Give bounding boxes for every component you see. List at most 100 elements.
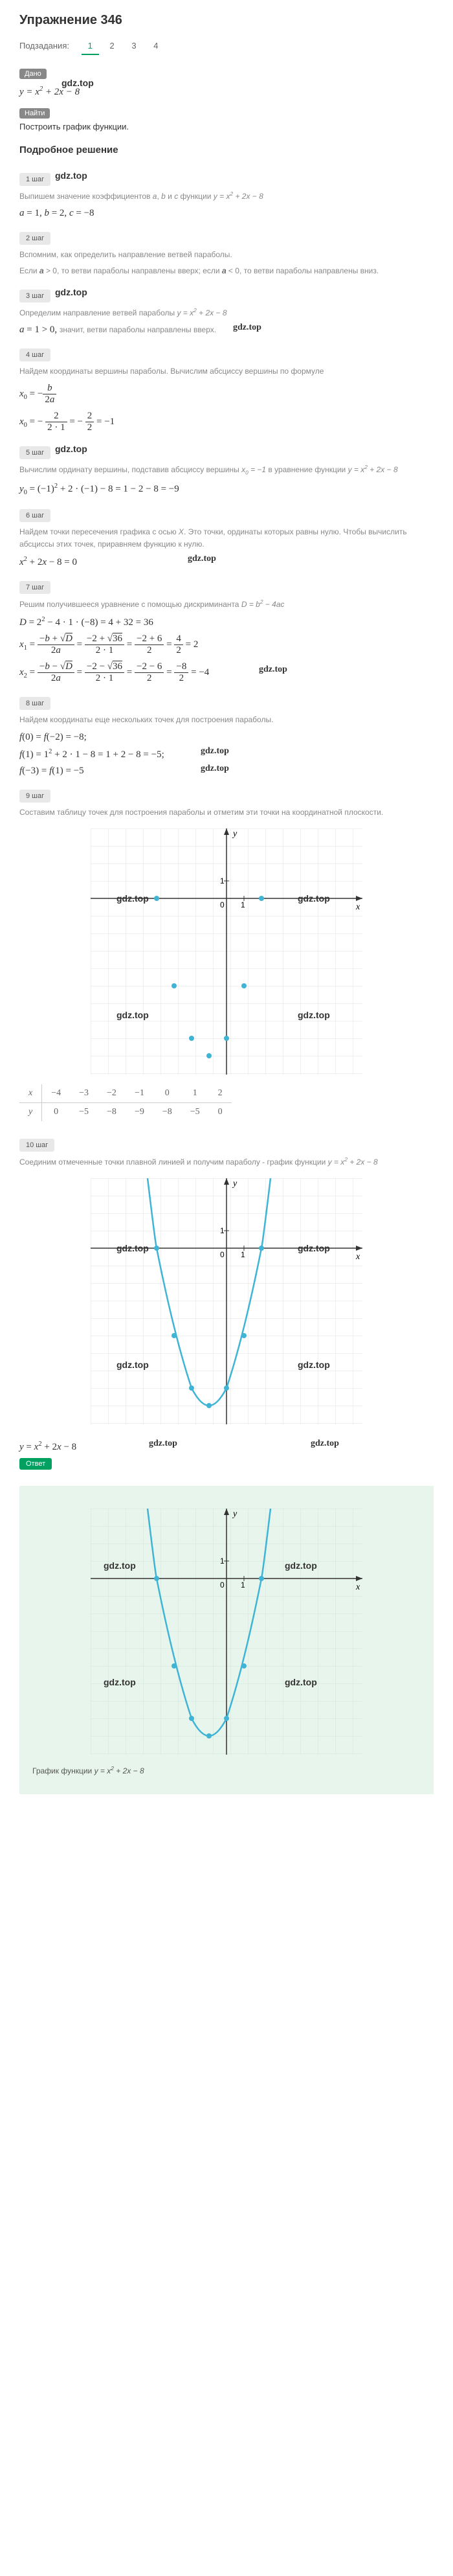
svg-text:x: x <box>355 1252 360 1262</box>
answer-badge: Ответ <box>19 1458 52 1470</box>
watermark: gdz.top <box>149 1439 177 1449</box>
svg-text:1: 1 <box>220 1556 225 1566</box>
table-cell: −1 <box>126 1084 153 1103</box>
table-cell: −2 <box>98 1084 126 1103</box>
table-cell: 2 <box>209 1084 232 1103</box>
step-7-badge: 7 шаг <box>19 581 50 594</box>
step-4-badge: 4 шаг <box>19 348 50 361</box>
svg-text:y: y <box>232 829 238 839</box>
watermark: gdz.top <box>298 1360 330 1370</box>
svg-text:1: 1 <box>220 1226 225 1235</box>
watermark: gdz.top <box>104 1560 136 1571</box>
step-8-m3: f(−3) = f(1) = −5 gdz.top <box>19 766 434 777</box>
step-5-text: Вычислим ординату вершины, подставив абс… <box>19 463 434 477</box>
step-5-math: y0 = (−1)2 + 2 · (−1) − 8 = 1 − 2 − 8 = … <box>19 483 434 496</box>
table-cell: −9 <box>126 1102 153 1121</box>
step-9-text: Составим таблицу точек для построения па… <box>19 806 434 819</box>
step-8-m1: f(0) = f(−2) = −8; <box>19 732 434 743</box>
watermark: gdz.top <box>285 1677 317 1687</box>
answer-parabola-chart: x y 0 1 1 <box>91 1509 362 1755</box>
subtasks-label: Подзадания: <box>19 41 69 51</box>
step-8-m2: f(1) = 12 + 2 · 1 − 8 = 1 + 2 − 8 = −5; … <box>19 748 434 760</box>
svg-text:1: 1 <box>241 1580 245 1590</box>
answer-box: gdz.top gdz.top gdz.top gdz.top x y 0 1 … <box>19 1486 434 1794</box>
svg-text:0: 0 <box>220 1580 225 1590</box>
given-badge: Дано <box>19 69 47 79</box>
watermark: gdz.top <box>104 1677 136 1687</box>
step-2-text: Вспомним, как определить направление вет… <box>19 249 434 261</box>
table-cell: −8 <box>98 1102 126 1121</box>
watermark: gdz.top <box>298 1010 330 1020</box>
watermark: gdz.top <box>55 287 87 297</box>
step-6-math: x2 + 2x − 8 = 0 gdz.top <box>19 556 434 568</box>
watermark: gdz.top <box>311 1439 339 1449</box>
scatter-chart: x y 0 1 1 <box>91 828 362 1075</box>
answer-caption: График функции y = x2 + 2x − 8 <box>32 1764 421 1777</box>
table-cell: −5 <box>70 1102 98 1121</box>
step-4-calc: x0 = − 22 · 1 = − 22 = −1 <box>19 411 434 433</box>
step-4-text: Найдем координаты вершины параболы. Вычи… <box>19 365 434 378</box>
tab-3[interactable]: 3 <box>125 38 142 54</box>
step-7-text: Решим получившееся уравнение с помощью д… <box>19 598 434 611</box>
watermark: gdz.top <box>201 764 229 774</box>
watermark: gdz.top <box>298 893 330 904</box>
step-3-math: a = 1 > 0, значит, ветви параболы направ… <box>19 325 434 336</box>
svg-text:1: 1 <box>241 1250 245 1259</box>
table-cell: 0 <box>42 1102 70 1121</box>
svg-text:1: 1 <box>241 900 245 909</box>
step-7-x1: x1 = −b + √D2a = −2 + √362 · 1 = −2 + 62… <box>19 633 434 656</box>
step-10-text: Соединим отмеченные точки плавной линией… <box>19 1156 434 1168</box>
step-3-text: Определим направление ветвей параболы y … <box>19 306 434 319</box>
points-table: x −4 −3 −2 −1 0 1 2 y 0 −5 −8 −9 −8 −5 0 <box>19 1084 434 1121</box>
step-3-badge: 3 шаг <box>19 290 50 302</box>
svg-text:0: 0 <box>220 900 225 909</box>
tab-1[interactable]: 1 <box>82 38 99 55</box>
watermark: gdz.top <box>116 1010 149 1020</box>
final-formula: y = x2 + 2x − 8 gdz.top gdz.top <box>19 1441 434 1453</box>
table-cell: −5 <box>181 1102 209 1121</box>
watermark: gdz.top <box>55 444 87 454</box>
find-badge: Найти <box>19 108 50 119</box>
watermark: gdz.top <box>298 1243 330 1253</box>
table-cell: −4 <box>42 1084 70 1103</box>
watermark: gdz.top <box>116 893 149 904</box>
task-text: Построить график функции. <box>19 122 434 131</box>
svg-text:y: y <box>232 1179 238 1189</box>
step-7-x2: x2 = −b − √D2a = −2 − √362 · 1 = −2 − 62… <box>19 661 434 684</box>
watermark: gdz.top <box>55 170 87 181</box>
watermark: gdz.top <box>61 78 94 88</box>
svg-text:0: 0 <box>220 1250 225 1259</box>
tab-2[interactable]: 2 <box>103 38 120 54</box>
watermark: gdz.top <box>285 1560 317 1571</box>
table-cell: −3 <box>70 1084 98 1103</box>
step-1-text: Выпишем значение коэффициентов a, b и c … <box>19 190 434 203</box>
table-cell: 1 <box>181 1084 209 1103</box>
subtasks-nav: Подзадания: 1 2 3 4 <box>19 38 434 55</box>
svg-text:y: y <box>232 1509 238 1519</box>
watermark: gdz.top <box>233 323 261 333</box>
table-cell: 0 <box>209 1102 232 1121</box>
step-8-text: Найдем координаты еще нескольких точек д… <box>19 714 434 726</box>
solution-title: Подробное решение <box>19 144 434 155</box>
watermark: gdz.top <box>259 665 287 675</box>
step-10-badge: 10 шаг <box>19 1139 54 1152</box>
graph-points: gdz.top gdz.top gdz.top gdz.top x y 0 1 … <box>91 828 362 1075</box>
step-8-badge: 8 шаг <box>19 697 50 710</box>
step-4-frac: x0 = −b2a <box>19 383 434 405</box>
parabola-chart: x y 0 1 1 <box>91 1178 362 1424</box>
step-2-badge: 2 шаг <box>19 232 50 245</box>
graph-parabola: gdz.top gdz.top gdz.top gdz.top x y 0 1 … <box>91 1178 362 1424</box>
page-title: Упражнение 346 <box>19 13 434 28</box>
graph-answer: gdz.top gdz.top gdz.top gdz.top x y 0 1 … <box>91 1509 362 1755</box>
table-cell: 0 <box>153 1084 181 1103</box>
table-cell: −8 <box>153 1102 181 1121</box>
step-9-badge: 9 шаг <box>19 790 50 803</box>
step-5-badge: 5 шаг <box>19 446 50 459</box>
step-1-math: a = 1, b = 2, c = −8 <box>19 208 434 219</box>
step-6-text: Найдем точки пересечения графика с осью … <box>19 526 434 551</box>
step-7-d: D = 22 − 4 · 1 · (−8) = 4 + 32 = 36 <box>19 616 434 628</box>
tab-4[interactable]: 4 <box>147 38 164 54</box>
watermark: gdz.top <box>116 1243 149 1253</box>
svg-text:x: x <box>355 1582 360 1592</box>
svg-text:1: 1 <box>220 876 225 885</box>
